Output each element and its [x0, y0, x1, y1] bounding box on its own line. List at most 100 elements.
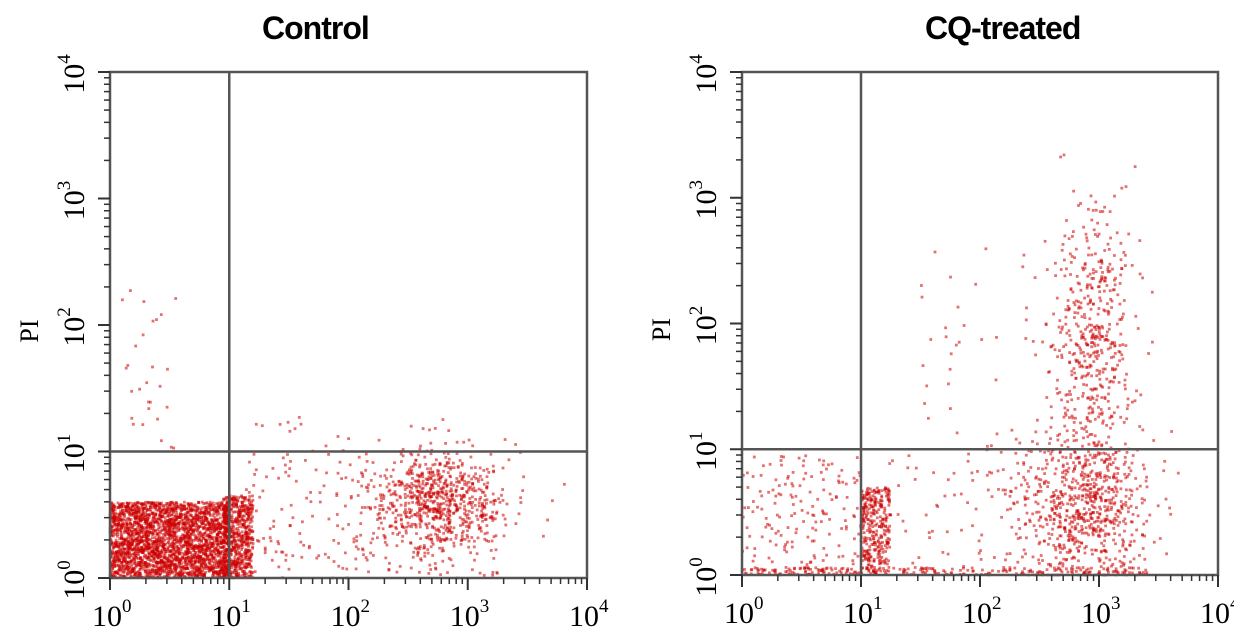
- data-point: [886, 526, 890, 530]
- data-point: [216, 566, 220, 569]
- data-point: [1074, 456, 1078, 460]
- data-point: [449, 531, 453, 534]
- data-point: [391, 532, 395, 535]
- data-point: [175, 545, 179, 549]
- data-point: [748, 534, 752, 538]
- data-point: [470, 511, 474, 514]
- data-point: [882, 511, 886, 515]
- data-point: [158, 522, 161, 526]
- data-point: [129, 507, 132, 511]
- data-point: [150, 501, 154, 505]
- data-point: [184, 515, 187, 519]
- data-point: [256, 539, 259, 542]
- data-point: [223, 528, 227, 532]
- data-point: [884, 513, 888, 517]
- data-point: [808, 490, 812, 494]
- data-point: [780, 463, 783, 467]
- data-point: [1115, 519, 1118, 522]
- data-point: [877, 567, 881, 571]
- data-point: [1070, 486, 1074, 490]
- data-point: [216, 548, 220, 552]
- data-point: [176, 555, 179, 559]
- data-point: [337, 541, 340, 545]
- data-point: [756, 505, 759, 509]
- data-point: [161, 536, 164, 539]
- data-point: [111, 543, 115, 547]
- data-point: [1081, 444, 1084, 448]
- data-point: [455, 452, 459, 455]
- data-point: [192, 504, 196, 508]
- data-point: [489, 549, 493, 552]
- data-point: [208, 549, 212, 553]
- data-point: [127, 540, 130, 543]
- data-point: [142, 507, 146, 510]
- data-point: [470, 520, 474, 524]
- data-point: [418, 517, 422, 521]
- data-point: [208, 562, 212, 566]
- data-point: [169, 445, 173, 449]
- data-point: [770, 527, 774, 530]
- data-point: [1064, 456, 1068, 459]
- data-point: [1058, 519, 1062, 523]
- data-point: [828, 518, 831, 521]
- data-point: [195, 523, 199, 527]
- data-point: [381, 527, 385, 531]
- data-point: [197, 547, 201, 551]
- data-point: [874, 498, 877, 502]
- data-point: [844, 527, 848, 531]
- data-point: [863, 520, 867, 524]
- data-point: [262, 537, 265, 540]
- data-point: [501, 513, 505, 517]
- data-point: [168, 550, 172, 554]
- data-point: [263, 546, 267, 550]
- data-point: [422, 544, 426, 547]
- data-point: [443, 539, 446, 542]
- data-point: [442, 451, 446, 455]
- data-point: [151, 563, 155, 567]
- data-point: [471, 444, 475, 448]
- data-point: [1038, 540, 1042, 544]
- data-point: [200, 533, 204, 537]
- data-point: [463, 479, 466, 483]
- data-point: [217, 512, 221, 516]
- data-point: [816, 497, 820, 501]
- data-point: [240, 517, 244, 520]
- data-point: [446, 571, 449, 574]
- data-point: [166, 505, 169, 508]
- data-point: [467, 474, 471, 478]
- data-point: [241, 523, 245, 527]
- data-point: [244, 550, 248, 553]
- data-point: [491, 571, 495, 574]
- data-point: [257, 539, 261, 543]
- data-point: [449, 525, 452, 529]
- data-point: [166, 514, 170, 518]
- data-point: [474, 489, 478, 493]
- data-point: [1099, 507, 1102, 511]
- data-point: [243, 562, 247, 566]
- data-point: [439, 525, 443, 529]
- data-point: [474, 472, 477, 476]
- data-point: [1124, 494, 1128, 498]
- data-point: [127, 569, 131, 573]
- data-point: [146, 549, 149, 552]
- data-point: [484, 517, 488, 521]
- data-point: [447, 498, 451, 501]
- data-point: [230, 497, 234, 501]
- data-point: [183, 530, 187, 534]
- data-point: [488, 516, 492, 520]
- data-point: [404, 529, 408, 533]
- data-point: [371, 461, 375, 464]
- data-point: [128, 556, 132, 560]
- data-point: [214, 560, 218, 564]
- y-tick-label: 104: [54, 54, 91, 94]
- data-point: [193, 567, 196, 571]
- data-point: [426, 551, 430, 555]
- data-point: [188, 518, 192, 522]
- data-point: [1100, 519, 1104, 523]
- data-point: [225, 529, 228, 532]
- data-point: [194, 547, 198, 550]
- data-point: [176, 506, 179, 510]
- data-point: [437, 477, 441, 481]
- data-point: [114, 570, 118, 574]
- data-point: [240, 515, 244, 519]
